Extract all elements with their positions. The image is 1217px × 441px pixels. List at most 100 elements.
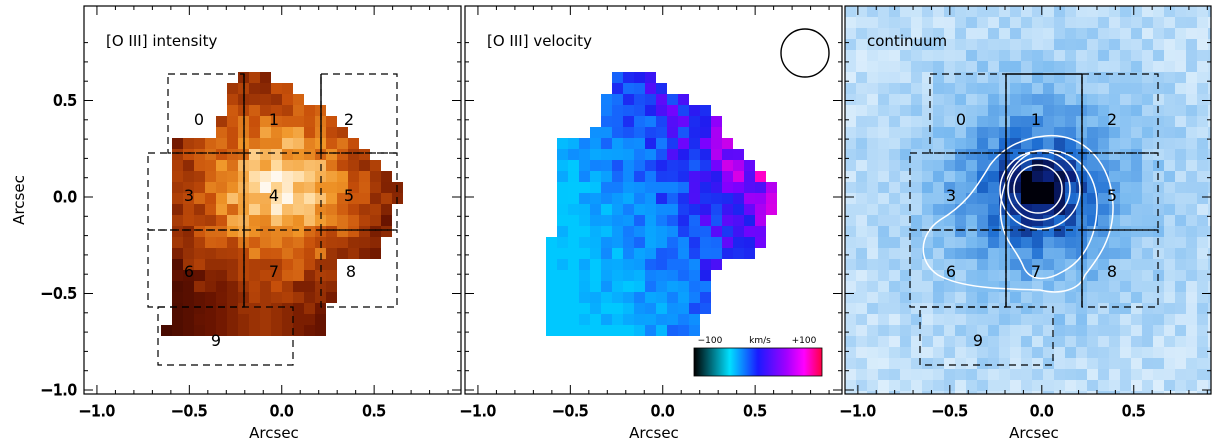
velocity-pixel: [568, 215, 579, 226]
continuum-pixel: [1054, 292, 1065, 303]
continuum-pixel: [1175, 171, 1186, 182]
velocity-pixel: [667, 160, 678, 171]
continuum-pixel: [1131, 369, 1142, 380]
continuum-pixel: [856, 347, 867, 358]
intensity-pixel: [260, 138, 271, 149]
continuum-pixel: [911, 204, 922, 215]
intensity-pixel: [370, 215, 381, 226]
intensity-pixel: [216, 226, 227, 237]
continuum-pixel: [1098, 171, 1109, 182]
continuum-pixel: [900, 171, 911, 182]
velocity-pixel: [623, 314, 634, 325]
intensity-pixel: [271, 237, 282, 248]
continuum-pixel: [1175, 259, 1186, 270]
continuum-pixel: [933, 39, 944, 50]
velocity-pixel: [678, 149, 689, 160]
velocity-pixel: [722, 138, 733, 149]
intensity-pixel: [282, 83, 293, 94]
continuum-pixel: [1208, 17, 1211, 28]
continuum-pixel: [966, 193, 977, 204]
continuum-pixel: [1087, 237, 1098, 248]
continuum-pixel: [1032, 94, 1043, 105]
continuum-pixel: [911, 83, 922, 94]
continuum-pixel: [1153, 72, 1164, 83]
velocity-pixel: [601, 215, 612, 226]
continuum-pixel: [1120, 182, 1131, 193]
intensity-pixel: [381, 182, 392, 193]
continuum-pixel: [1021, 39, 1032, 50]
continuum-pixel: [1010, 248, 1021, 259]
region-label: 8: [1107, 262, 1117, 281]
continuum-pixel: [1175, 39, 1186, 50]
intensity-pixel: [282, 314, 293, 325]
continuum-pixel: [1087, 358, 1098, 369]
continuum-pixel: [878, 215, 889, 226]
continuum-pixel: [1065, 127, 1076, 138]
velocity-pixel: [667, 226, 678, 237]
continuum-pixel: [1208, 160, 1211, 171]
continuum-pixel: [1054, 28, 1065, 39]
continuum-pixel: [988, 380, 999, 391]
velocity-pixel: [579, 138, 590, 149]
continuum-pixel: [1120, 83, 1131, 94]
continuum-pixel: [911, 369, 922, 380]
continuum-pixel: [1120, 193, 1131, 204]
continuum-pixel: [1120, 204, 1131, 215]
continuum-pixel: [867, 17, 878, 28]
panel-title: continuum: [867, 32, 947, 50]
continuum-pixel: [878, 270, 889, 281]
continuum-pixel: [1186, 182, 1197, 193]
continuum-pixel: [1120, 50, 1131, 61]
velocity-pixel: [645, 105, 656, 116]
continuum-pixel: [1109, 105, 1120, 116]
velocity-pixel: [612, 270, 623, 281]
continuum-pixel: [878, 347, 889, 358]
intensity-pixel: [304, 182, 315, 193]
velocity-pixel: [601, 116, 612, 127]
velocity-pixel: [634, 138, 645, 149]
continuum-pixel: [1175, 72, 1186, 83]
colorbar-min-label: −100: [698, 336, 723, 346]
continuum-pixel: [1098, 204, 1109, 215]
intensity-pixel: [370, 248, 381, 259]
velocity-pixel: [667, 292, 678, 303]
continuum-pixel: [1032, 61, 1043, 72]
continuum-pixel: [1098, 28, 1109, 39]
continuum-pixel: [1164, 369, 1175, 380]
continuum-pixel: [1186, 94, 1197, 105]
intensity-pixel: [216, 160, 227, 171]
continuum-pixel: [977, 160, 988, 171]
intensity-pixel: [183, 226, 194, 237]
velocity-pixel: [700, 160, 711, 171]
continuum-pixel: [1054, 127, 1065, 138]
continuum-pixel: [988, 171, 999, 182]
continuum-pixel: [1076, 61, 1087, 72]
continuum-pixel: [1186, 6, 1197, 17]
velocity-pixel: [645, 171, 656, 182]
continuum-pixel: [1065, 28, 1076, 39]
intensity-pixel: [194, 292, 205, 303]
continuum-pixel: [1131, 171, 1142, 182]
continuum-pixel: [889, 72, 900, 83]
continuum-pixel: [988, 347, 999, 358]
continuum-pixel: [988, 61, 999, 72]
continuum-pixel: [1164, 61, 1175, 72]
continuum-pixel: [845, 17, 856, 28]
velocity-pixel: [634, 292, 645, 303]
continuum-pixel: [1109, 270, 1120, 281]
intensity-pixel: [326, 237, 337, 248]
continuum-pixel: [1120, 369, 1131, 380]
continuum-pixel: [1186, 138, 1197, 149]
intensity-pixel: [304, 292, 315, 303]
intensity-pixel: [216, 193, 227, 204]
continuum-pixel: [1197, 259, 1208, 270]
continuum-pixel: [999, 215, 1010, 226]
continuum-pixel: [1087, 50, 1098, 61]
continuum-pixel: [977, 237, 988, 248]
x-tick-label: 0.0: [1030, 402, 1054, 420]
continuum-pixel: [922, 182, 933, 193]
continuum-pixel: [1109, 259, 1120, 270]
continuum-pixel: [878, 248, 889, 259]
continuum-pixel: [999, 336, 1010, 347]
